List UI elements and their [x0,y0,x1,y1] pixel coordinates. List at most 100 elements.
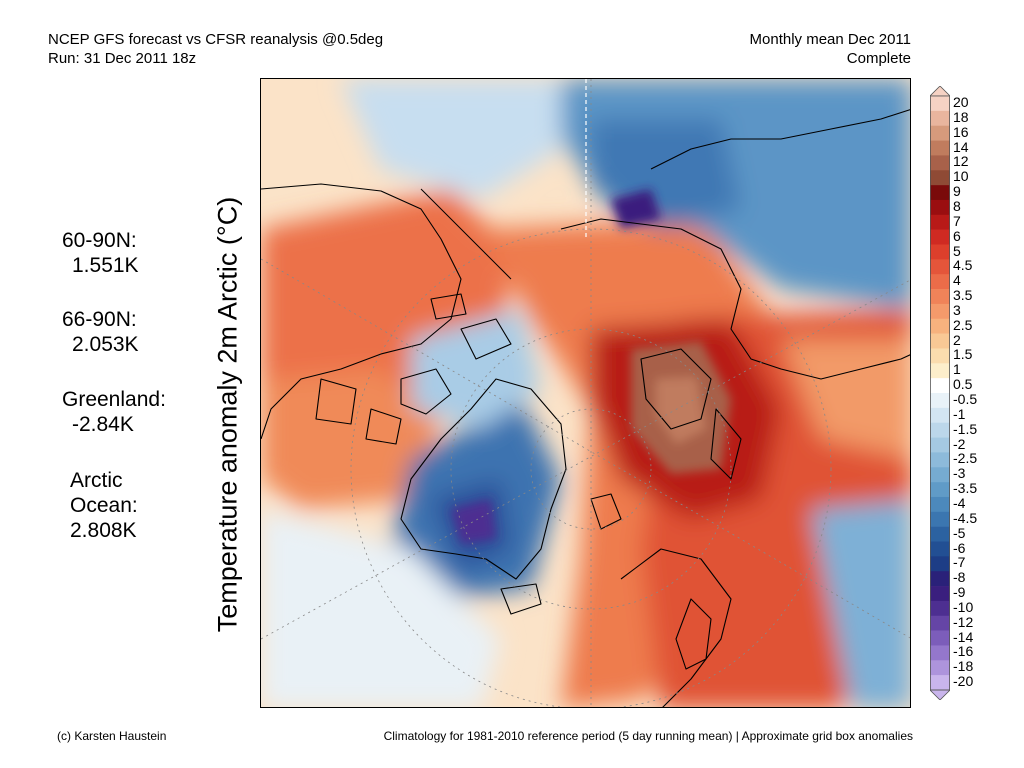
colorbar-swatch [930,467,950,483]
graticule [261,79,910,707]
colorbar-swatch [930,556,950,572]
stat-greenland: Greenland: -2.84K [62,387,166,437]
colorbar-tick-label: -8 [953,569,966,586]
colorbar-tick-label: -5 [953,524,966,541]
stat-value: -2.84K [72,413,134,436]
stat-value: 2.808K [70,519,137,542]
colorbar-swatch [930,541,950,557]
stat-label: Ocean: [70,494,138,517]
y-axis-label: Temperature anomaly 2m Arctic (°C) [212,196,243,633]
colorbar-tick-label: -3.5 [953,480,978,497]
colorbar-swatch [930,170,950,186]
colorbar-tick-label: -16 [953,643,974,660]
stat-label: 66-90N: [62,308,137,331]
colorbar-swatch [930,199,950,216]
colorbar-tick-label: -3 [953,465,966,482]
colorbar-swatch [930,407,950,423]
stat-value: 1.551K [72,254,139,277]
colorbar-tick-label: -12 [953,613,974,630]
colorbar-tick-label: 10 [953,168,969,185]
run-time: Run: 31 Dec 2011 18z [48,50,197,67]
colorbar-swatch [930,645,950,661]
boundary-line [420,188,512,280]
anomaly-map[interactable] [260,78,911,708]
colorbar-tick-label: -18 [953,658,974,675]
colorbar-swatch [930,437,950,453]
colorbar-tick-label: 6 [953,227,961,244]
colorbar-tick-label: 9 [953,183,961,200]
colorbar-tick-label: -7 [953,554,966,571]
colorbar-swatch [930,140,950,156]
colorbar-swatch [930,259,950,275]
colorbar-tick-label: -1 [953,405,966,422]
period-status: Complete [846,50,911,67]
footer-note: Climatology for 1981-2010 reference peri… [383,729,913,743]
colorbar-swatch [930,110,950,126]
colorbar-tick-label: 4.5 [953,257,973,274]
map-svg [261,79,910,707]
colorbar-swatch [930,303,950,320]
colorbar-swatch [930,244,950,260]
colorbar-max-arrow [930,86,950,97]
colorbar-tick-label: 3.5 [953,287,973,304]
colorbar-swatch [930,378,950,394]
colorbar-swatch [930,363,950,379]
colorbar-swatch [930,422,950,438]
colorbar-tick-label: 3 [953,301,961,318]
colorbar-tick-label: 2.5 [953,316,973,333]
colorbar-tick-label: 12 [953,153,969,170]
colorbar [930,86,950,700]
colorbar-swatch [930,571,950,587]
colorbar-swatch [930,660,950,676]
colorbar-tick-label: 1 [953,361,961,378]
colorbar-tick-label: 4 [953,272,961,289]
colorbar-frame [930,95,950,691]
colorbar-tick-label: 20 [953,94,969,110]
colorbar-swatch [930,511,950,527]
colorbar-tick-label: -2 [953,435,966,452]
stat-66-90n: 66-90N: 2.053K [62,307,139,357]
header-left: NCEP GFS forecast vs CFSR reanalysis @0.… [48,30,383,68]
colorbar-tick-label: 0.5 [953,376,973,393]
colorbar-swatch [930,586,950,602]
colorbar-swatch [930,675,950,691]
colorbar-swatch [930,333,950,349]
colorbar-tick-label: 8 [953,197,961,214]
colorbar-tick-label: -4.5 [953,509,978,526]
stat-label: Arctic [70,469,123,492]
colorbar-tick-label: -1.5 [953,420,978,437]
colorbar-swatch [930,452,950,468]
colorbar-tick-label: 16 [953,123,969,140]
colorbar-swatch [930,155,950,171]
colorbar-swatch [930,615,950,631]
colorbar-swatch [930,214,950,230]
colorbar-swatch [930,318,950,334]
colorbar-tick-label: 1.5 [953,346,973,363]
copyright: (c) Karsten Haustein [57,729,167,743]
colorbar-swatch [930,289,950,305]
colorbar-tick-label: -2.5 [953,450,978,467]
colorbar-tick-label: -20 [953,673,974,690]
colorbar-swatch [930,229,950,245]
colorbar-tick-label: 18 [953,108,969,125]
stat-arctic-ocean: Arctic Ocean: 2.808K [70,468,138,543]
colorbar-tick-label: -4 [953,494,966,511]
stat-label: 60-90N: [62,229,137,252]
colorbar-swatch [930,496,950,513]
colorbar-tick-label: 14 [953,138,969,155]
colorbar-tick-label: -6 [953,539,966,556]
colorbar-tick-label: 7 [953,212,961,229]
colorbar-swatch [930,274,950,290]
colorbar-swatch [930,526,950,542]
colorbar-tick-label: -9 [953,584,966,601]
colorbar-swatch [930,125,950,141]
colorbar-tick-label: -14 [953,628,974,645]
period-title: Monthly mean Dec 2011 [749,31,911,48]
colorbar-tick-label: 2 [953,331,961,348]
colorbar-min-arrow [930,689,950,700]
colorbar-swatch [930,393,950,409]
colorbar-tick-label: -10 [953,598,974,615]
colorbar-tick-label: 5 [953,242,961,259]
header-right: Monthly mean Dec 2011 Complete [750,30,911,68]
colorbar-swatch [930,482,950,498]
